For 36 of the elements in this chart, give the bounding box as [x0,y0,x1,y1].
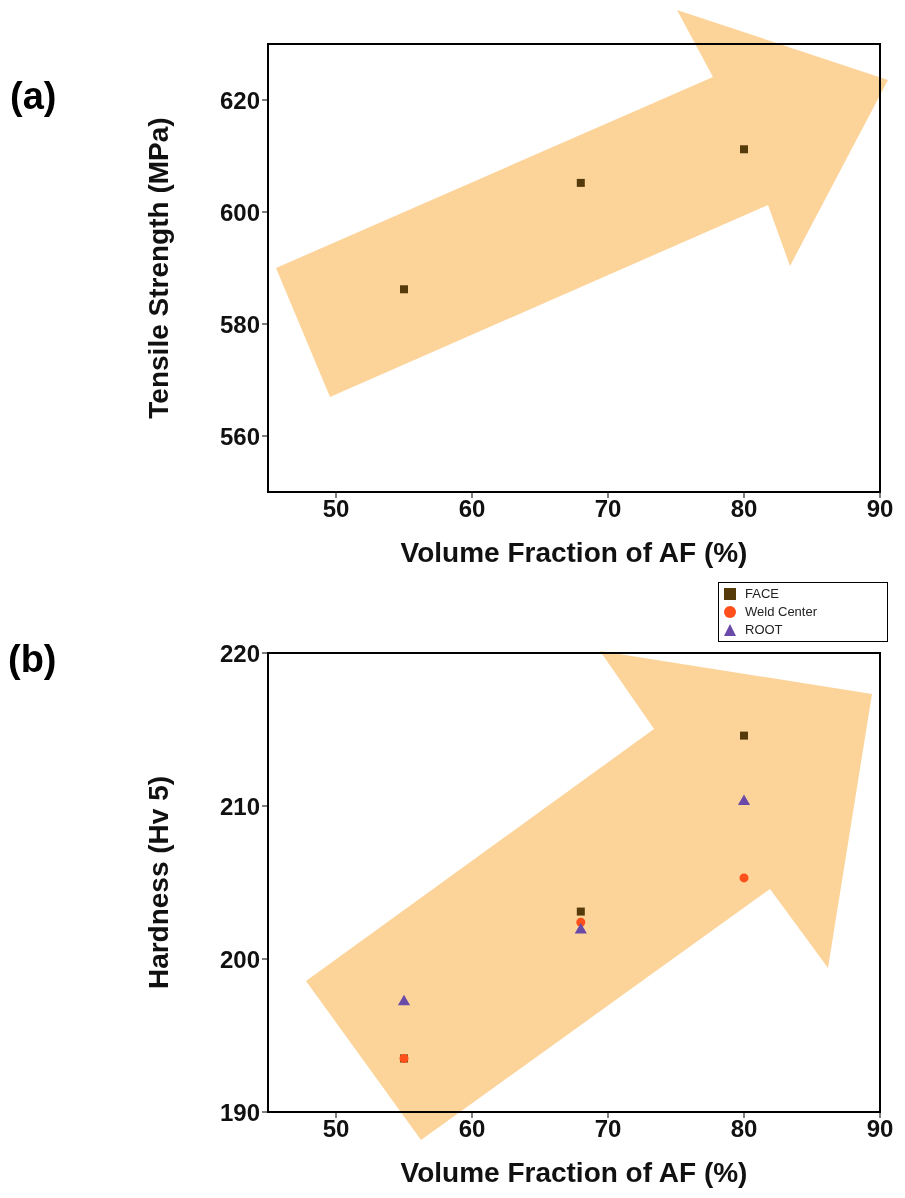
x-tick-label: 90 [866,1115,894,1143]
x-tick-label: 60 [458,1115,486,1143]
y-tick-label: 200 [219,945,260,973]
x-tick-label: 50 [322,495,350,523]
x-axis-title: Volume Fraction of AF (%) [400,537,748,568]
text: (a) [10,75,57,118]
x-tick-label: 60 [458,495,486,523]
x-tick-label: 70 [594,1115,622,1143]
y-axis-title: Hardness (Hv 5) [142,775,174,990]
x-tick-label: 70 [594,495,622,523]
point [740,145,748,154]
x-tick-label: 80 [730,495,758,523]
point [397,994,411,1006]
y-axis-title: Tensile Strength (MPa) [142,117,174,419]
y-tick-label: 600 [219,198,260,226]
y-tick-label: 210 [219,792,260,820]
legend-label: ROOT [745,621,783,639]
legend-label: Weld Center [745,603,818,621]
x-tick-label: 90 [866,495,894,523]
point [574,922,587,934]
point [576,178,585,187]
point [400,285,408,294]
point [739,873,749,883]
y-tick-label: 220 [219,639,260,667]
point [740,731,748,740]
point [737,794,751,805]
x-axis-title: Volume Fraction of AF (%) [400,1157,748,1188]
legend-label: FACE [745,585,779,603]
y-tick-label: 190 [219,1098,260,1126]
x-tick-label: 80 [730,1115,758,1143]
text: (b) [8,638,57,681]
y-tick-label: 580 [219,310,260,338]
point [576,907,585,916]
x-tick-label: 50 [322,1115,350,1143]
y-tick-label: 560 [219,422,260,450]
y-tick-label: 620 [219,86,260,114]
